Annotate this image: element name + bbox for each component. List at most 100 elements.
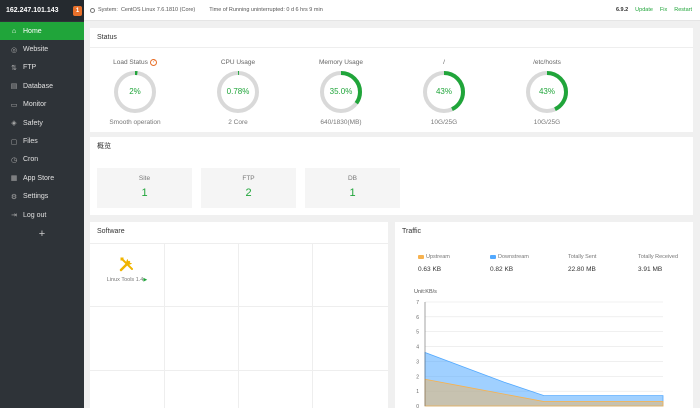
gauge-subtext: Smooth operation bbox=[109, 119, 161, 126]
play-icon[interactable]: ▶ bbox=[143, 277, 148, 283]
sidebar-item-website[interactable]: ◎ Website bbox=[0, 40, 84, 58]
sidebar-item-label: Log out bbox=[23, 211, 47, 219]
system-info: System: CentOS Linux 7.6.1810 (Core) bbox=[98, 7, 195, 13]
traffic-stat-label: Totally Sent bbox=[568, 254, 597, 260]
gauge-label: Memory Usage bbox=[301, 58, 381, 68]
traffic-stat-label: Upstream bbox=[426, 254, 450, 260]
overview-site[interactable]: Site 1 bbox=[97, 168, 192, 208]
traffic-stat-0: Upstream 0.63 KB bbox=[418, 254, 488, 273]
sidebar-item-cron[interactable]: ◷ Cron bbox=[0, 151, 84, 169]
gauge-label-text: / bbox=[443, 59, 445, 66]
y-tick-label: 2 bbox=[416, 374, 419, 380]
traffic-stat-2: Totally Sent 22.80 MB bbox=[568, 254, 638, 273]
sidebar: 162.247.101.143 1 ⌂ Home ◎ Website ⇅ FTP ▤ Data… bbox=[0, 0, 84, 408]
gauge-value: 0.78% bbox=[226, 87, 250, 96]
y-tick-label: 6 bbox=[416, 315, 419, 321]
help-icon[interactable]: ? bbox=[149, 58, 157, 66]
y-tick-label: 5 bbox=[416, 330, 419, 336]
gauge-subtext: 2 Core bbox=[228, 119, 248, 126]
notification-badge[interactable]: 1 bbox=[73, 5, 82, 16]
overview-count: 1 bbox=[349, 187, 356, 199]
gauge-fill bbox=[114, 71, 156, 113]
shield-icon: ◈ bbox=[11, 120, 17, 128]
traffic-stat-label: Totally Received bbox=[638, 254, 679, 260]
gauge-label-text: Memory Usage bbox=[318, 59, 364, 66]
logout-icon: ⇥ bbox=[11, 212, 17, 220]
status-panel: Status bbox=[90, 28, 693, 132]
gauge-subtext: 640/1830(MB) bbox=[320, 119, 362, 126]
version-label: 6.9.2 bbox=[615, 7, 629, 13]
top-bar: System: CentOS Linux 7.6.1810 (Core) Tim… bbox=[84, 0, 700, 21]
gauge-0[interactable]: Load Status? 2% Smooth operation bbox=[95, 58, 175, 126]
y-tick-label: 4 bbox=[416, 345, 419, 351]
gauge-2[interactable]: Memory Usage 35.0% 640/1830(MB) bbox=[301, 58, 381, 126]
update-link[interactable]: Update bbox=[635, 7, 653, 13]
sidebar-item-label: FTP bbox=[23, 64, 37, 72]
restart-link[interactable]: Restart bbox=[674, 7, 692, 13]
software-title: Software bbox=[97, 228, 125, 235]
y-tick-label: 1 bbox=[416, 389, 419, 395]
gauge-ring: 2% bbox=[113, 70, 157, 114]
gauge-subtext: 10G/25G bbox=[430, 119, 458, 126]
software-item-label: Linux Tools 1.4 bbox=[106, 277, 144, 283]
gauge-label: / bbox=[404, 58, 484, 68]
traffic-stat-label: Downstream bbox=[498, 254, 529, 260]
traffic-chart: 0 1 2 3 4 5 6 7 bbox=[416, 300, 664, 408]
grid-line bbox=[312, 243, 313, 408]
overview-label: Site bbox=[138, 175, 151, 182]
ftp-icon: ⇅ bbox=[11, 64, 17, 72]
grid-line bbox=[164, 243, 165, 408]
gear-icon: ⚙ bbox=[10, 193, 18, 201]
system-icon bbox=[90, 7, 95, 13]
y-tick-label: 3 bbox=[416, 359, 419, 365]
clock-icon: ◷ bbox=[10, 156, 18, 164]
grid-line bbox=[238, 243, 239, 408]
sidebar-item-safety[interactable]: ◈ Safety bbox=[0, 114, 84, 132]
fix-link[interactable]: Fix bbox=[659, 7, 668, 13]
gauge-fill bbox=[526, 71, 568, 113]
gauge-label-text: Load Status bbox=[113, 59, 148, 66]
traffic-stat-3: Totally Received 3.91 MB bbox=[638, 254, 700, 273]
sidebar-item-log-out[interactable]: ⇥ Log out bbox=[0, 206, 84, 224]
gauge-1[interactable]: CPU Usage 0.78% 2 Core bbox=[198, 58, 278, 126]
gauge-value: 35.0% bbox=[329, 87, 353, 96]
software-item-linux-tools[interactable]: Linux Tools 1.4▶ bbox=[95, 252, 159, 283]
overview-label: FTP bbox=[242, 175, 255, 182]
gauge-value: 43% bbox=[538, 87, 555, 96]
sidebar-header: 162.247.101.143 1 bbox=[0, 0, 84, 21]
gauge-label: CPU Usage bbox=[198, 58, 278, 68]
add-menu-button[interactable]: + bbox=[38, 228, 46, 241]
legend-swatch bbox=[418, 255, 424, 259]
gauge-ring: 35.0% bbox=[319, 70, 363, 114]
sidebar-item-database[interactable]: ▤ Database bbox=[0, 77, 84, 95]
grid-line bbox=[90, 370, 388, 371]
tools-icon bbox=[119, 257, 133, 272]
overview-db[interactable]: DB 1 bbox=[305, 168, 400, 208]
series-area-0 bbox=[424, 351, 664, 407]
sidebar-item-ftp[interactable]: ⇅ FTP bbox=[0, 59, 84, 77]
traffic-stat-value: 3.91 MB bbox=[638, 266, 663, 273]
sidebar-item-app-store[interactable]: ▦ App Store bbox=[0, 169, 84, 187]
sidebar-item-settings[interactable]: ⚙ Settings bbox=[0, 188, 84, 206]
traffic-stat-value: 0.82 KB bbox=[490, 266, 514, 273]
uptime-text: Time of Running uninterrupted: 0 d 6 hrs… bbox=[209, 7, 323, 13]
sidebar-item-home[interactable]: ⌂ Home bbox=[0, 22, 84, 41]
globe-icon: ◎ bbox=[10, 46, 18, 54]
home-icon: ⌂ bbox=[11, 27, 17, 35]
gauge-4[interactable]: /etc/hosts 43% 10G/25G bbox=[507, 58, 587, 126]
database-icon: ▤ bbox=[10, 83, 18, 91]
server-ip: 162.247.101.143 bbox=[6, 7, 59, 14]
gauge-3[interactable]: / 43% 10G/25G bbox=[404, 58, 484, 126]
sidebar-item-label: Files bbox=[23, 138, 38, 146]
traffic-title: Traffic bbox=[402, 228, 422, 235]
gauge-subtext: 10G/25G bbox=[533, 119, 561, 126]
legend-swatch bbox=[490, 255, 496, 259]
overview-ftp[interactable]: FTP 2 bbox=[201, 168, 296, 208]
overview-label: DB bbox=[347, 175, 358, 182]
gauge-fill bbox=[423, 71, 465, 113]
sidebar-item-monitor[interactable]: ▭ Monitor bbox=[0, 96, 84, 114]
gauge-value: 2% bbox=[129, 87, 141, 96]
sidebar-item-files[interactable]: ▢ Files bbox=[0, 132, 84, 150]
gauge-label: /etc/hosts bbox=[507, 58, 587, 68]
traffic-stat-value: 0.63 KB bbox=[418, 266, 442, 273]
